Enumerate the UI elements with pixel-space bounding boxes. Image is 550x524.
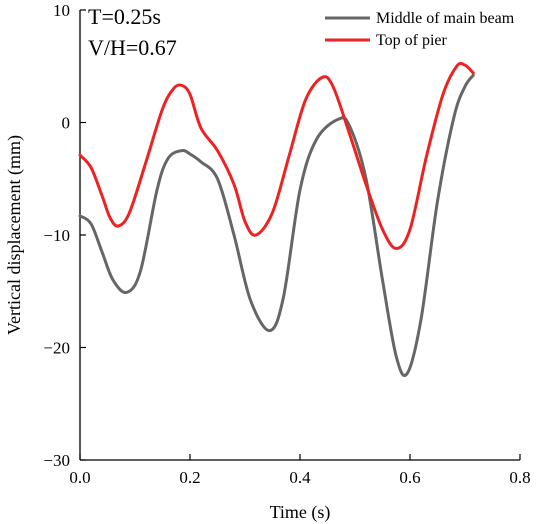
x-tick-label: 0.6 xyxy=(399,468,420,487)
y-axis-label: Vertical displacement (mm) xyxy=(4,135,25,335)
series-line-middle-of-main-beam xyxy=(78,73,475,378)
x-tick-label: 0.0 xyxy=(69,468,90,487)
legend-label-top-of-pier: Top of pier xyxy=(376,32,448,49)
legend: Middle of main beam Top of pier xyxy=(325,10,515,49)
y-tick-label: 0 xyxy=(62,114,71,133)
annotation-period: T=0.25s xyxy=(88,4,161,29)
x-tick-label: 0.4 xyxy=(289,468,311,487)
ticks: 0.0 0.2 0.4 0.6 0.8 10 0 −10 −20 −30 xyxy=(43,1,530,487)
axes xyxy=(79,10,520,461)
y-tick-label: −30 xyxy=(43,451,70,470)
x-tick-label: 0.2 xyxy=(179,468,200,487)
annotation-vh-ratio: V/H=0.67 xyxy=(88,35,177,60)
y-tick-label: 10 xyxy=(53,1,70,20)
x-axis-label: Time (s) xyxy=(270,502,331,523)
series-line-top-of-pier xyxy=(78,61,475,250)
legend-label-middle-of-main-beam: Middle of main beam xyxy=(376,10,515,27)
x-tick-label: 0.8 xyxy=(509,468,530,487)
y-tick-label: −10 xyxy=(43,226,70,245)
series-group xyxy=(78,61,475,378)
y-tick-label: −20 xyxy=(43,339,70,358)
